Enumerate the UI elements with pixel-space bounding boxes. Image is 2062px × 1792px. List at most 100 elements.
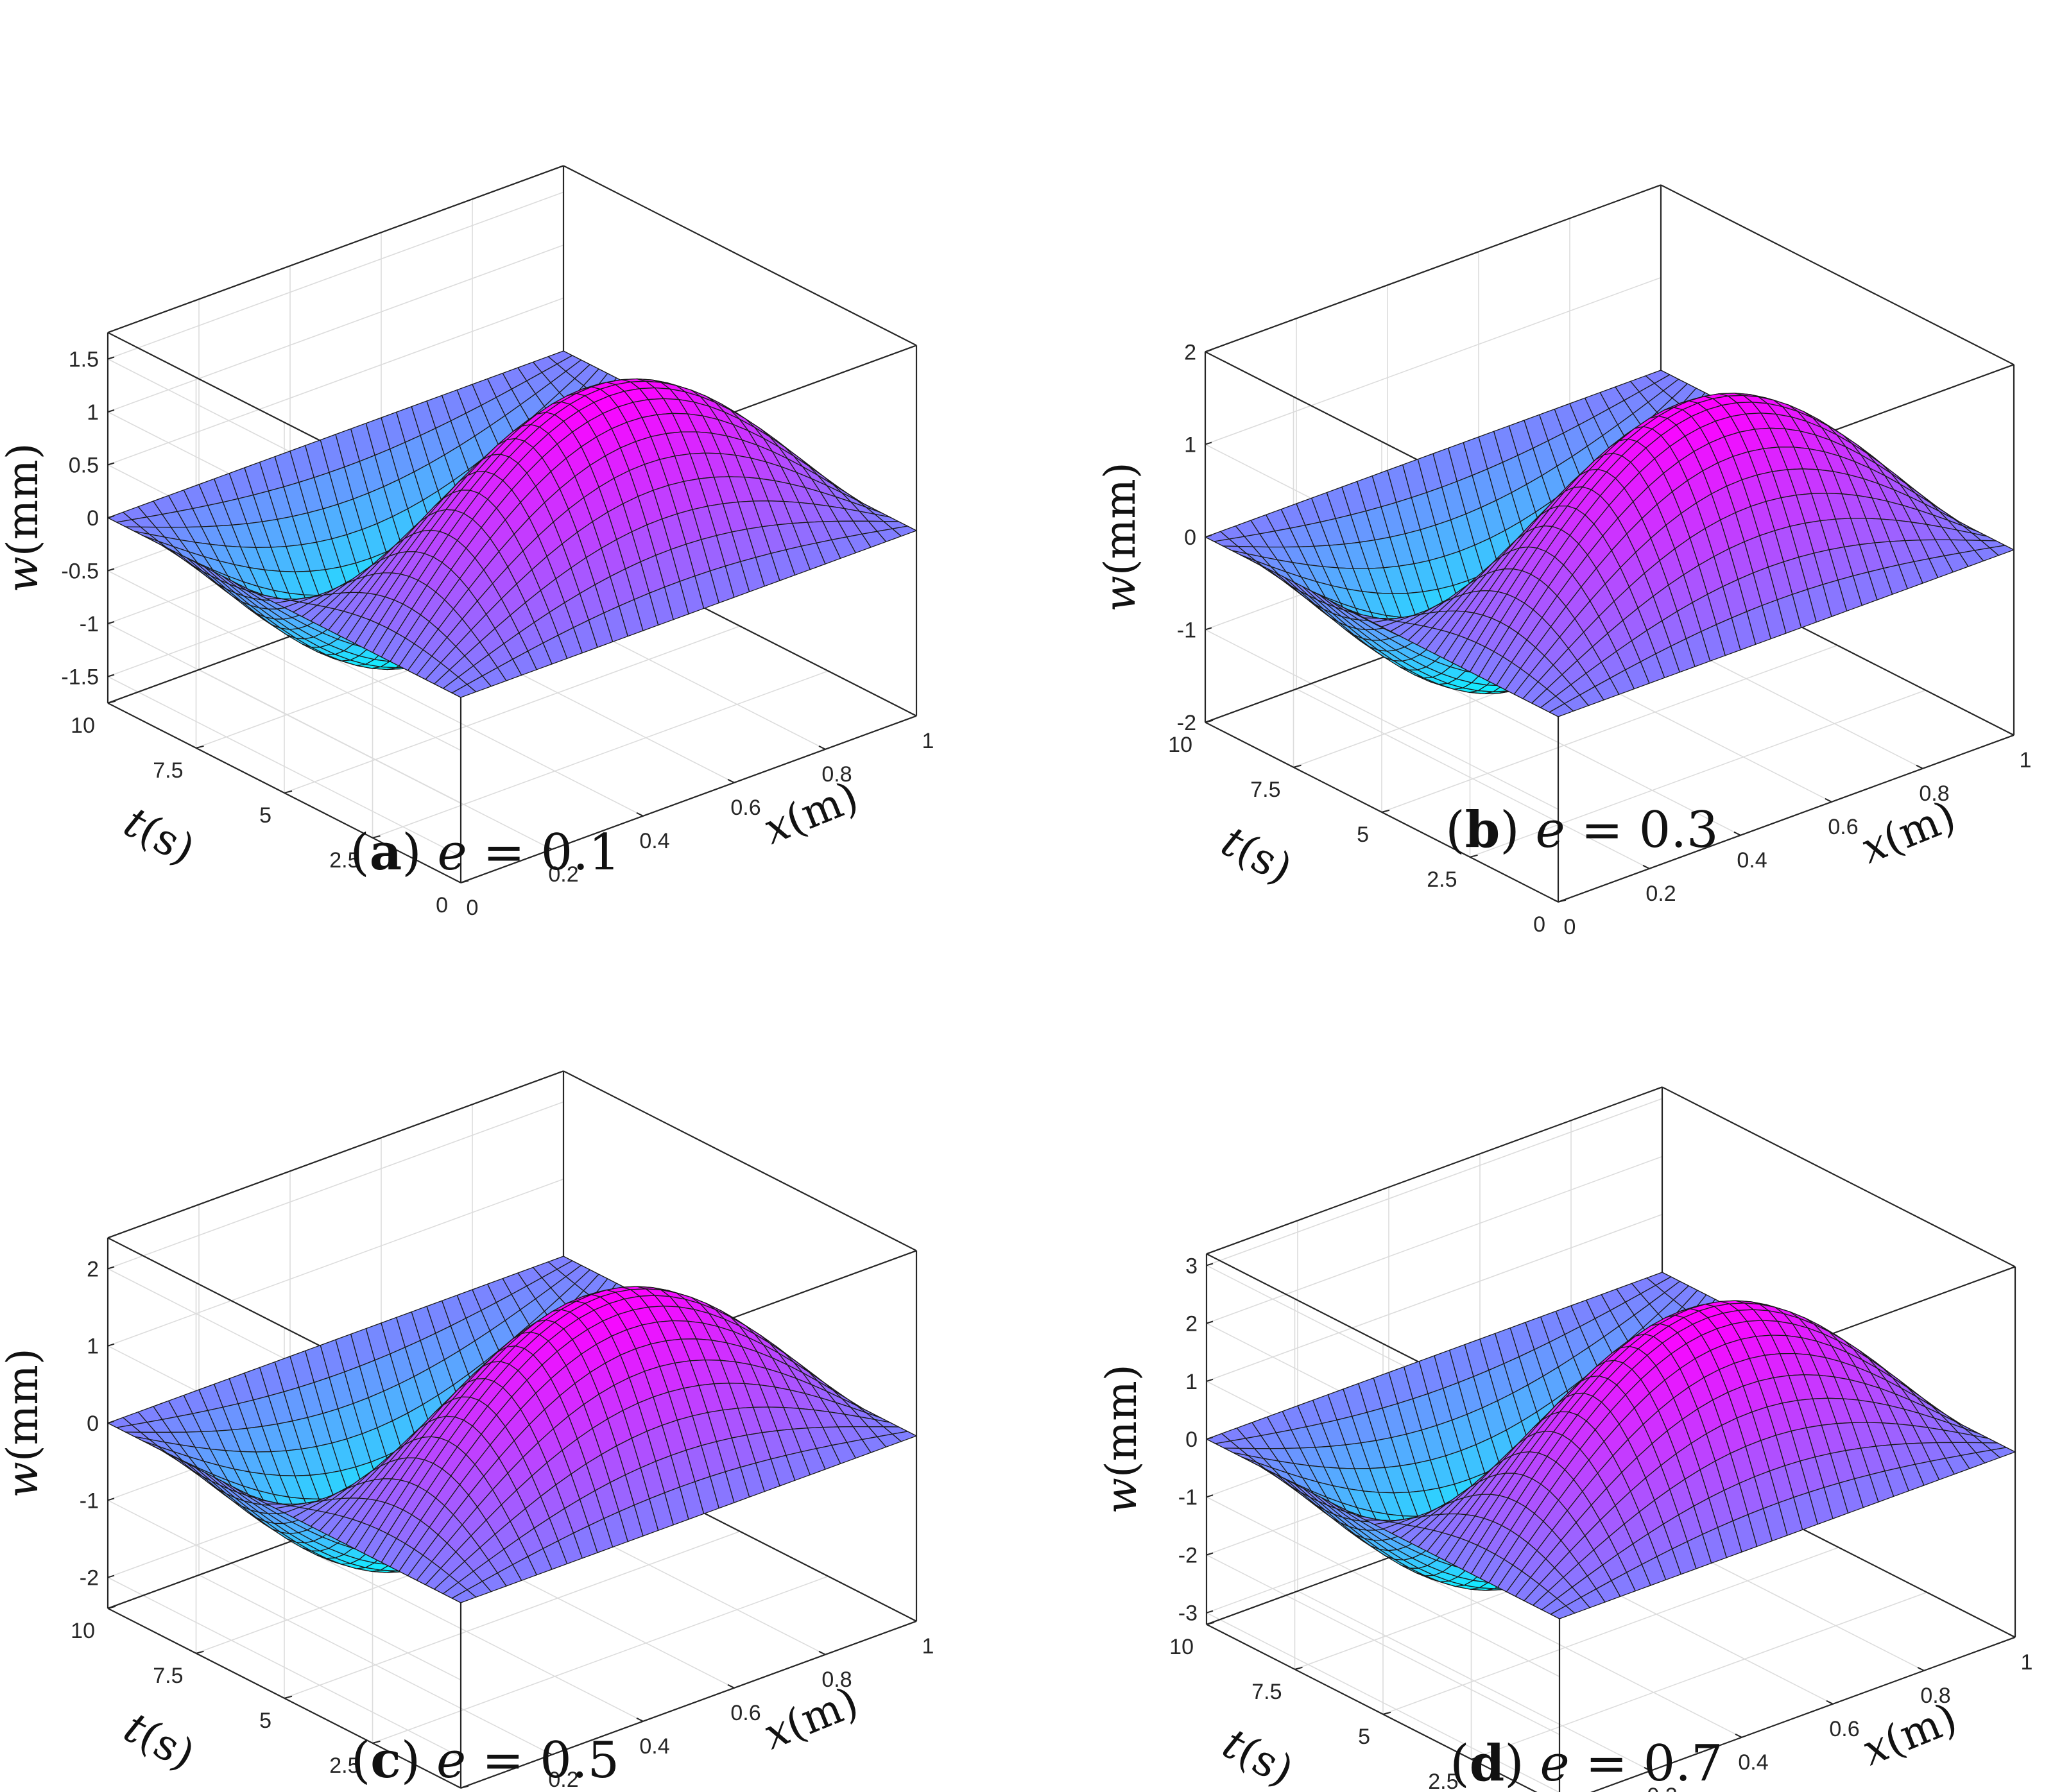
t-tick-label: 7.5 [153,1664,183,1688]
surface-patch [891,525,917,537]
grid-line [1381,645,1838,813]
t-tick-label: 5 [1357,823,1369,847]
x-tick-label: 0.6 [1828,815,1858,839]
t-tick-label: 0 [436,893,448,917]
z-tick-label: -0.5 [61,559,99,584]
z-axis-label: w(mm) [0,1348,47,1498]
caption-open-paren: ( [1445,801,1465,859]
box-edge [1205,184,1662,353]
t-tick-label: 5 [259,1709,271,1733]
caption-open-paren: ( [351,1732,370,1789]
box-edge [460,715,917,883]
z-tick-label: 0 [87,506,99,531]
x-tick-mark [636,1717,644,1722]
grid-line [1470,690,1926,858]
grid-line [107,297,564,466]
z-axis-var: w [0,556,47,593]
surface-mesh [107,1256,917,1603]
box-edge [563,1070,917,1252]
z-tick-mark [107,621,115,624]
caption-param: e [438,824,467,882]
caption-close-paren: ) [1500,801,1535,859]
surface-mesh [1206,1272,2016,1619]
z-tick-label: -2 [1177,711,1196,735]
caption-panel-label: c [370,1731,401,1789]
z-tick-label: -2 [80,1566,99,1591]
panel-caption: (a) e = 0.1 [350,823,620,882]
z-tick-mark [107,568,115,572]
t-tick-mark [460,880,469,883]
z-tick-mark [107,462,115,466]
z-tick-label: 1.5 [69,348,99,372]
z-tick-label: -1.5 [61,665,99,690]
t-axis-label: t(s) [116,798,203,875]
x-tick-label: 0.8 [821,762,852,787]
x-tick-mark [1642,864,1650,869]
grid-line [107,1101,564,1270]
box-edge [1662,1086,2016,1268]
t-tick-mark [196,745,204,749]
x-tick-mark [1916,764,1923,769]
z-tick-label: 0 [1184,525,1196,550]
grid-line [107,244,564,413]
z-tick-label: 1 [87,1335,99,1359]
x-tick-label: 0 [1564,915,1576,939]
t-tick-mark [107,700,116,704]
x-tick-mark [727,778,735,783]
x-tick-label: 0.2 [548,862,578,887]
caption-value: = 0.5 [466,1732,619,1789]
x-axis-label: x(m) [757,772,865,854]
surface-chart-a: -1.5-1-0.500.511.500.20.40.60.8102.557.5… [0,165,934,920]
z-tick-label: -1 [80,612,99,636]
z-tick-mark [107,409,115,413]
caption-param: e [1536,801,1565,859]
x-tick-mark [1825,798,1832,803]
caption-value: = 0.1 [467,824,621,882]
z-tick-label: 0.5 [69,454,99,478]
z-axis-var: w [0,1462,47,1498]
t-tick-label: 0 [1533,912,1545,937]
x-tick-mark [727,1684,735,1689]
z-tick-mark [107,515,115,518]
x-tick-mark [1551,898,1559,903]
x-tick-label: 1 [2020,748,2032,772]
caption-value: = 0.3 [1565,801,1719,859]
grid-line [1205,277,1662,445]
z-tick-mark [107,356,115,360]
box-edge [107,165,564,334]
surface-chart-d: -3-2-1012300.20.40.60.8102.557.510x(m)t(… [1097,1086,2032,1792]
caption-panel-label: b [1465,801,1500,859]
caption-open-paren: ( [350,824,369,882]
t-tick-mark [372,835,381,839]
x-tick-label: 0.2 [1645,882,1676,906]
x-tick-label: 1 [922,1634,934,1659]
box-edge [1660,184,2015,366]
t-axis-label: t(s) [116,1703,203,1780]
z-axis-unit: (mm) [0,443,47,556]
t-tick-label: 7.5 [1250,778,1280,802]
t-axis-label: t(s) [1214,817,1300,894]
surface-mesh [1205,370,2015,717]
caption-param: e [436,1732,466,1789]
surface-chart-c: -2-101200.20.40.60.8102.557.510x(m)t(s)w… [0,1070,934,1792]
t-tick-label: 10 [1168,733,1192,757]
x-tick-mark [2007,731,2015,736]
t-tick-label: 7.5 [153,758,183,783]
x-tick-label: 0.6 [730,796,760,820]
caption-close-paren: ) [402,824,437,882]
grid-line [107,623,461,804]
box-edge [107,1070,564,1239]
x-tick-mark [1733,831,1741,836]
z-tick-mark [107,674,115,678]
panel-caption: (b) e = 0.3 [1445,801,1718,859]
z-axis-label: w(mm) [1095,462,1145,611]
tick-labels: -1.5-1-0.500.511.500.20.40.60.8102.557.5… [61,348,934,920]
t-tick-label: 5 [259,803,271,828]
z-axis-var: w [1095,576,1145,612]
caption-panel-label: a [370,823,402,882]
x-tick-label: 1 [922,729,934,753]
grid-line [107,191,564,360]
x-tick-label: 0.4 [639,1734,669,1759]
x-tick-mark [818,745,826,750]
